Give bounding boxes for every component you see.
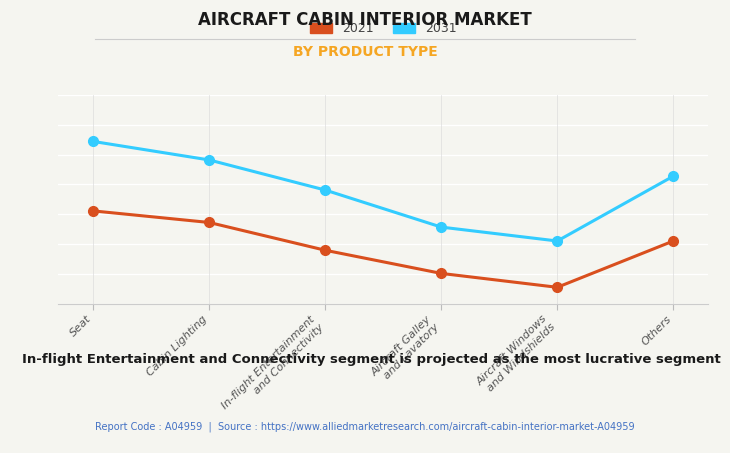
Text: AIRCRAFT CABIN INTERIOR MARKET: AIRCRAFT CABIN INTERIOR MARKET [198,11,532,29]
Text: In-flight Entertainment and Connectivity segment is projected as the most lucrat: In-flight Entertainment and Connectivity… [22,353,721,366]
Text: Report Code : A04959  |  Source : https://www.alliedmarketresearch.com/aircraft-: Report Code : A04959 | Source : https://… [95,421,635,432]
Legend: 2021, 2031: 2021, 2031 [310,22,457,35]
Text: BY PRODUCT TYPE: BY PRODUCT TYPE [293,45,437,59]
